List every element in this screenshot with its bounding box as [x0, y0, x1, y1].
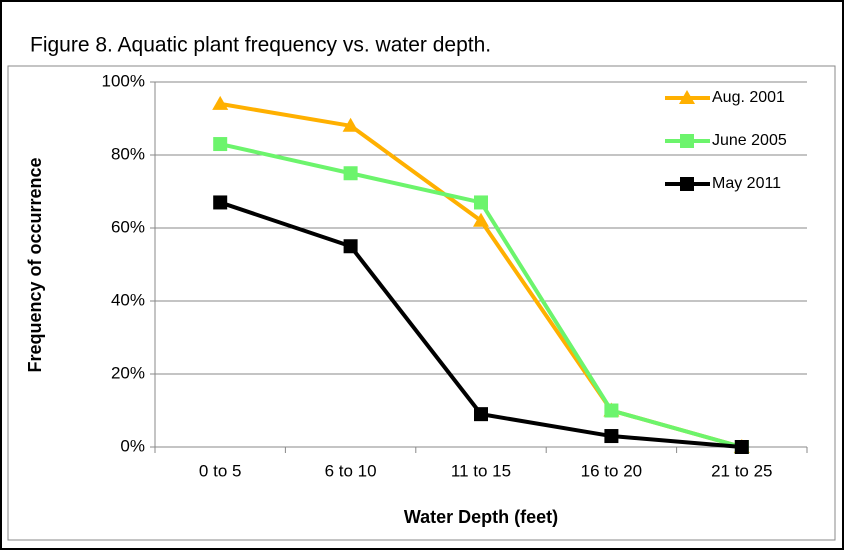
chart-frame — [7, 65, 836, 541]
y-tick-label: 0% — [120, 436, 145, 455]
marker — [342, 117, 359, 132]
marker — [343, 166, 358, 181]
y-tick-label: 100% — [102, 71, 145, 90]
y-tick-label: 20% — [111, 363, 145, 382]
x-tick-label: 6 to 10 — [325, 461, 377, 480]
marker — [212, 95, 229, 110]
marker — [213, 137, 228, 152]
legend-label: June 2005 — [712, 132, 787, 149]
y-tick-label: 80% — [111, 144, 145, 163]
chart-title: Figure 8. Aquatic plant frequency vs. wa… — [30, 34, 491, 57]
y-axis-title: Frequency of occurrence — [25, 157, 45, 372]
y-tick-label: 40% — [111, 290, 145, 309]
marker — [604, 403, 619, 418]
legend-marker — [680, 134, 694, 148]
x-tick-label: 16 to 20 — [581, 461, 642, 480]
x-tick-label: 0 to 5 — [199, 461, 242, 480]
marker — [474, 407, 488, 422]
legend-marker — [680, 177, 694, 191]
x-tick-label: 21 to 25 — [711, 461, 772, 480]
legend-label: May 2011 — [712, 175, 781, 192]
x-axis-title: Water Depth (feet) — [404, 507, 558, 527]
legend-marker — [679, 90, 695, 104]
marker — [604, 429, 619, 444]
marker — [473, 212, 489, 227]
marker — [343, 239, 358, 254]
marker — [734, 440, 749, 454]
marker — [474, 195, 488, 210]
legend-label: Aug. 2001 — [712, 89, 785, 106]
marker — [213, 195, 228, 210]
y-tick-label: 60% — [111, 217, 145, 236]
x-tick-label: 11 to 15 — [451, 461, 511, 480]
